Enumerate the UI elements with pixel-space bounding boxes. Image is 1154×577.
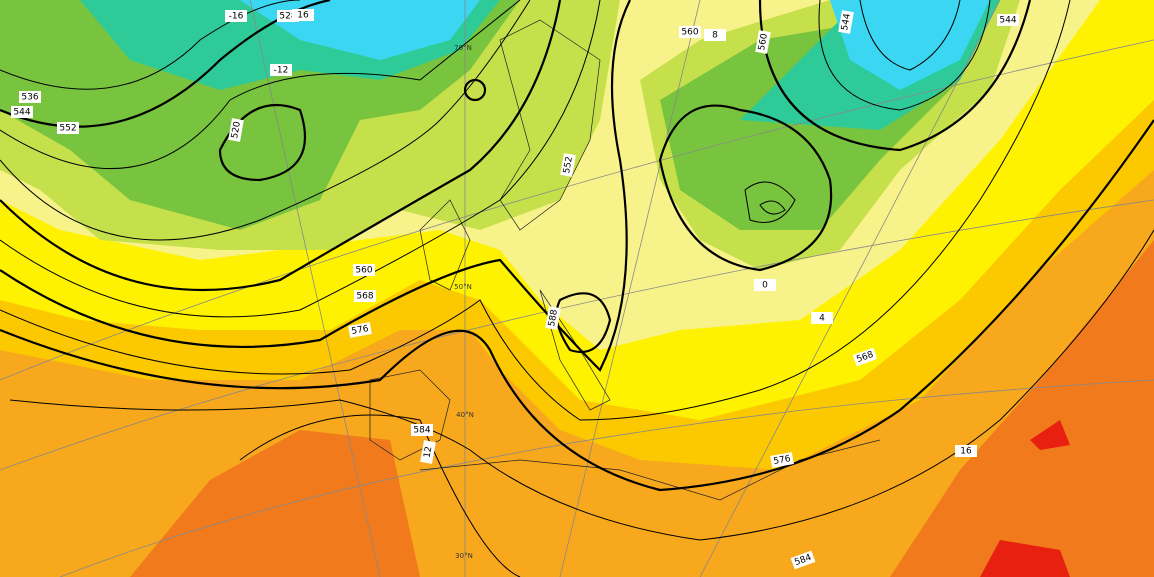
label-box bbox=[545, 306, 561, 330]
hot-area bbox=[980, 420, 1070, 577]
temperature-label: 12 bbox=[423, 446, 435, 459]
contour-label: 552 bbox=[562, 156, 575, 175]
labels: 536 544 552 520 528 560 568 576 584 588 560 552 544 5… bbox=[11, 9, 1019, 570]
contour-label: 576 bbox=[351, 324, 370, 337]
label-box bbox=[997, 14, 1019, 26]
label-box bbox=[955, 445, 977, 457]
label-box bbox=[852, 347, 878, 367]
temperature-label: 8 bbox=[712, 31, 718, 41]
contour bbox=[0, 119, 1154, 492]
label-box bbox=[19, 91, 41, 103]
parallel bbox=[59, 379, 1154, 577]
label-box bbox=[755, 30, 771, 54]
label-box bbox=[354, 290, 376, 302]
label-box bbox=[790, 550, 816, 570]
contour bbox=[218, 103, 307, 182]
label-box bbox=[57, 122, 79, 134]
parallel bbox=[0, 199, 1154, 471]
temperature-label: 4 bbox=[819, 314, 825, 324]
label-box bbox=[838, 10, 854, 34]
warm-area bbox=[130, 430, 420, 577]
label-box bbox=[225, 10, 247, 22]
contour-label: 520 bbox=[230, 120, 243, 139]
contour bbox=[0, 0, 601, 318]
label-box bbox=[420, 440, 436, 464]
contour bbox=[0, 0, 301, 90]
contour-label: 544 bbox=[999, 16, 1016, 26]
coastline bbox=[499, 19, 601, 231]
warm-area bbox=[890, 240, 1154, 577]
temperature-label: -16 bbox=[229, 12, 244, 22]
label-box bbox=[811, 312, 833, 324]
temperature-label: 16 bbox=[297, 11, 309, 21]
coastline bbox=[369, 369, 451, 461]
contour-label: 568 bbox=[356, 292, 373, 302]
contour-label: 544 bbox=[13, 108, 30, 118]
label-box bbox=[11, 106, 33, 118]
latitude-label: 50°N bbox=[454, 283, 472, 291]
latitude-label: 30°N bbox=[455, 552, 473, 560]
temperature-label: -12 bbox=[274, 66, 289, 76]
contour-label: 584 bbox=[413, 426, 430, 436]
contour bbox=[818, 0, 991, 111]
latitude-label: 70°N bbox=[454, 44, 472, 52]
temperature-label: 0 bbox=[762, 281, 768, 291]
contour bbox=[0, 0, 521, 170]
label-box bbox=[411, 424, 433, 436]
contour bbox=[744, 181, 796, 223]
coastline bbox=[419, 199, 471, 291]
label-box bbox=[228, 118, 244, 142]
contour bbox=[0, 0, 562, 291]
label-box bbox=[348, 322, 372, 338]
contour bbox=[758, 0, 1032, 152]
label-box bbox=[353, 264, 375, 276]
label-box bbox=[770, 452, 794, 468]
temperature-label: 16 bbox=[960, 447, 972, 457]
contour-label: 552 bbox=[59, 124, 76, 134]
contour-label: 536 bbox=[21, 93, 38, 103]
contour bbox=[239, 414, 521, 577]
label-box bbox=[270, 64, 292, 76]
contour-label: 544 bbox=[840, 12, 853, 31]
cyan-area bbox=[830, 0, 990, 90]
contour bbox=[658, 104, 833, 272]
label-box bbox=[704, 29, 726, 41]
contour bbox=[463, 78, 487, 102]
label-box bbox=[560, 153, 576, 177]
label-box bbox=[679, 26, 701, 38]
latitude-label: 40°N bbox=[456, 411, 474, 419]
contour-label: 576 bbox=[773, 454, 792, 467]
contour bbox=[0, 0, 631, 372]
contour-label: 528 bbox=[279, 12, 296, 22]
coastline bbox=[539, 289, 611, 411]
meridian bbox=[249, 0, 1001, 577]
contour bbox=[555, 292, 612, 354]
contour-label: 560 bbox=[355, 266, 372, 276]
label-box bbox=[292, 9, 314, 21]
contour-label: 560 bbox=[681, 28, 698, 38]
contour-label: 588 bbox=[547, 308, 560, 327]
label-box bbox=[754, 279, 776, 291]
contour bbox=[0, 0, 1071, 421]
contour-label: 560 bbox=[757, 32, 770, 51]
contour bbox=[859, 0, 961, 71]
contour bbox=[9, 229, 1154, 541]
